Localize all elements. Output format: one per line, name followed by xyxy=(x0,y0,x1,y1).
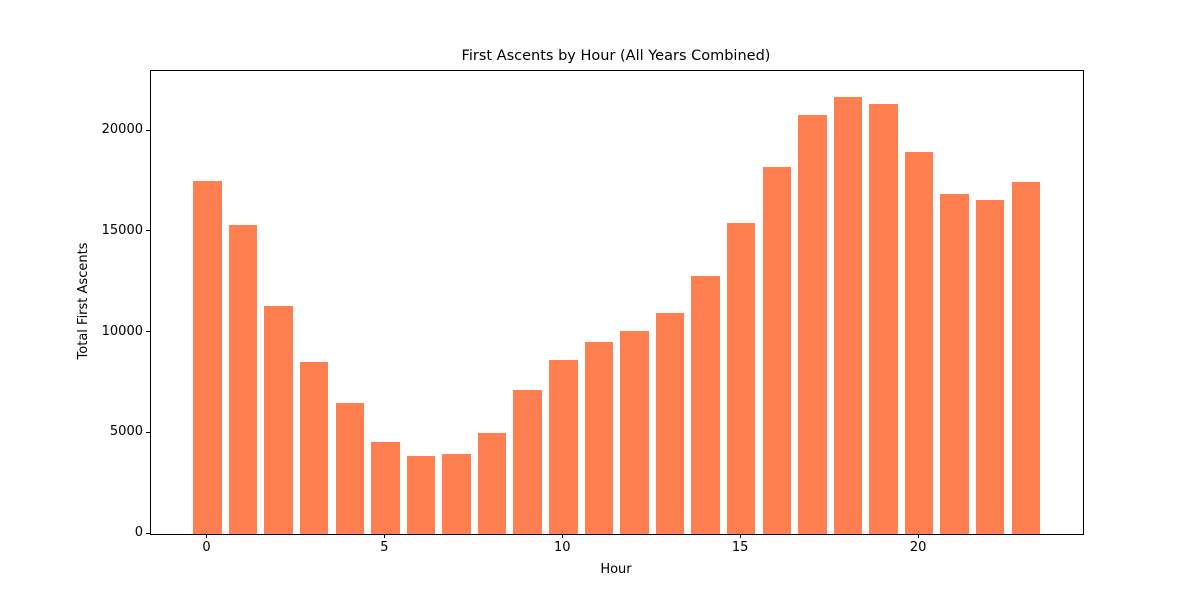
x-tick-label-10: 10 xyxy=(554,540,571,555)
bar-hour-6 xyxy=(406,456,436,534)
x-tick-label-5: 5 xyxy=(380,540,389,555)
x-axis-label: Hour xyxy=(600,562,632,577)
x-tick-mark-10 xyxy=(561,534,563,538)
y-tick-mark-15000 xyxy=(146,230,150,232)
bar-hour-17 xyxy=(798,114,827,534)
bar-hour-11 xyxy=(584,341,614,534)
x-tick-mark-0 xyxy=(206,534,208,538)
x-tick-label-20: 20 xyxy=(909,540,927,555)
y-tick-mark-5000 xyxy=(146,431,150,433)
x-tick-mark-5 xyxy=(383,534,386,538)
bar-hour-8 xyxy=(477,432,507,534)
plot-area xyxy=(150,70,1084,535)
bar-hour-2 xyxy=(264,306,293,534)
bar-hour-13 xyxy=(655,313,685,534)
bar-hour-19 xyxy=(869,103,898,534)
bar-hour-18 xyxy=(833,96,863,534)
bar-hour-0 xyxy=(193,181,222,534)
bar-hour-23 xyxy=(1011,182,1041,534)
bar-hour-15 xyxy=(726,222,756,534)
bar-hour-22 xyxy=(976,199,1005,534)
bar-hour-12 xyxy=(620,330,649,534)
y-tick-label-5000: 5000 xyxy=(109,424,143,440)
bar-hour-14 xyxy=(691,276,720,534)
bar-hour-10 xyxy=(549,359,578,534)
y-tick-mark-10000 xyxy=(146,331,150,333)
bar-hour-7 xyxy=(442,453,471,534)
y-tick-label-10000: 10000 xyxy=(101,323,143,339)
y-tick-mark-20000 xyxy=(146,129,150,131)
bar-hour-16 xyxy=(762,167,791,534)
chart-title: First Ascents by Hour (All Years Combine… xyxy=(461,48,771,64)
bar-hour-9 xyxy=(513,389,542,534)
bar-hour-1 xyxy=(228,224,258,534)
x-tick-label-0: 0 xyxy=(202,540,211,555)
bar-hour-3 xyxy=(300,361,329,534)
bar-hour-5 xyxy=(371,442,400,534)
x-tick-label-15: 15 xyxy=(731,540,749,555)
bar-hour-21 xyxy=(940,193,969,534)
x-tick-mark-20 xyxy=(917,534,919,538)
y-tick-mark-0 xyxy=(146,532,150,534)
bar-hour-20 xyxy=(904,152,934,534)
bar-hour-4 xyxy=(335,403,365,534)
x-tick-mark-15 xyxy=(739,534,741,538)
y-tick-label-0: 0 xyxy=(134,525,143,540)
y-tick-label-20000: 20000 xyxy=(101,122,143,138)
y-tick-label-15000: 15000 xyxy=(101,222,143,238)
y-axis-label: Total First Ascents xyxy=(76,242,91,360)
